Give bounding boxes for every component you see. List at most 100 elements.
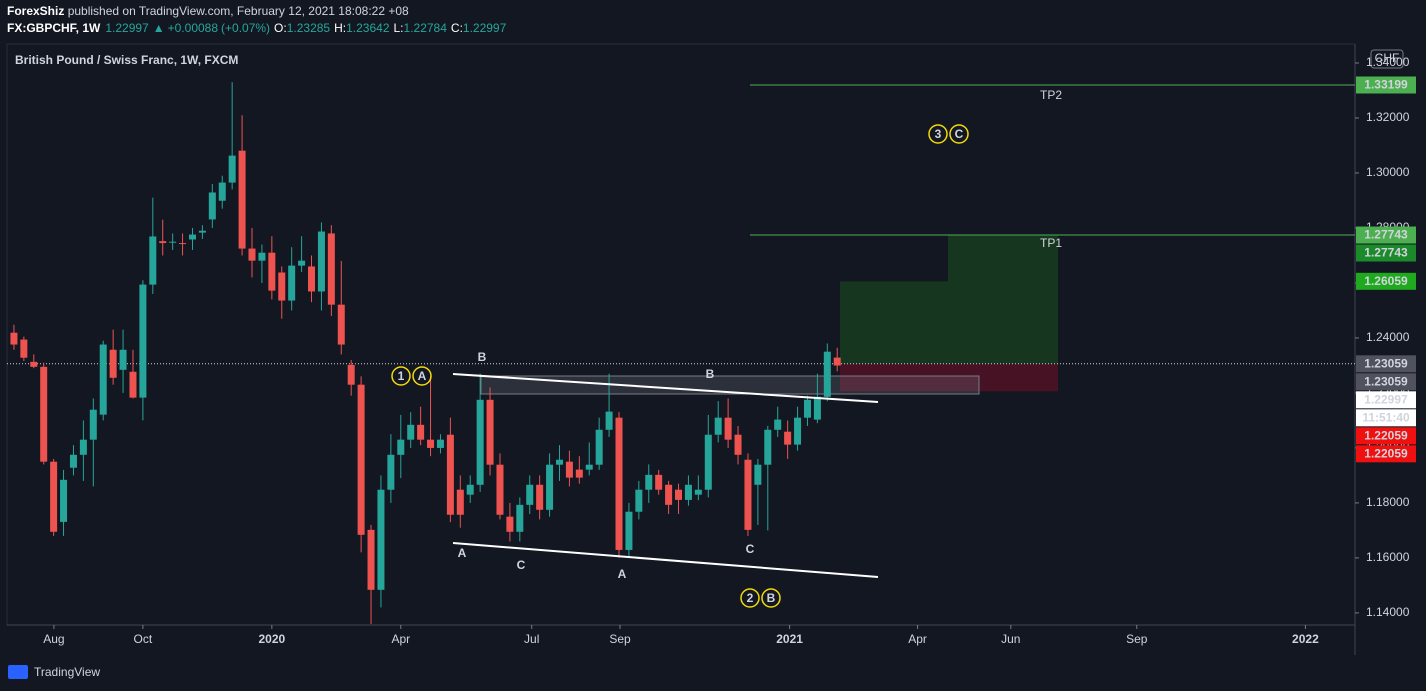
chart-title: British Pound / Swiss Franc, 1W, FXCM [15, 53, 238, 67]
candle-body [417, 424, 425, 440]
candle-body [476, 399, 484, 485]
wave-circle [740, 588, 760, 608]
candle-body [506, 516, 514, 532]
x-tick-label: Jun [1001, 632, 1020, 646]
wave-label-small: C [746, 542, 755, 556]
price-label-box [1356, 226, 1416, 244]
candle-body [377, 489, 385, 590]
candle-body [228, 155, 236, 183]
candle-body [496, 464, 504, 515]
candle-body [585, 464, 593, 470]
ohlc-label: H: [334, 21, 346, 35]
ohlc-value: 1.22997 [463, 21, 507, 35]
candle-body [179, 243, 187, 245]
candle-body [694, 489, 702, 495]
logo [8, 665, 28, 679]
candle-body [397, 439, 405, 455]
candle-body [129, 371, 137, 398]
last-price: 1.22997 [105, 21, 149, 35]
candle-body [675, 489, 683, 500]
candle-body [744, 459, 752, 530]
candle-body [288, 265, 296, 301]
x-tick-label: Jul [524, 632, 539, 646]
tp-label: TP1 [1040, 236, 1062, 250]
symbol: FX:GBPCHF, 1W [7, 21, 101, 35]
candle-body [833, 357, 841, 366]
candle-body [615, 417, 623, 550]
price-label-box [1356, 244, 1416, 262]
profit-zone [840, 235, 1058, 364]
currency-button[interactable] [1370, 49, 1404, 69]
candle-body [337, 304, 345, 345]
candle-body [794, 417, 802, 445]
wave-circle [928, 124, 948, 144]
tp-label: TP2 [1040, 88, 1062, 102]
candle-body [20, 339, 28, 358]
wave-label-small: A [458, 546, 467, 560]
candle-body [803, 399, 811, 418]
candle-body [526, 484, 534, 505]
candle-body [486, 399, 494, 465]
candle-body [278, 272, 286, 301]
footer: TradingView [8, 665, 100, 679]
y-tick-label: 1.18000 [1366, 495, 1410, 509]
candle-body [30, 361, 38, 367]
price-label-box [1356, 409, 1416, 427]
candle-body [10, 332, 18, 345]
candle-body [367, 529, 375, 590]
currency[interactable]: CHF [1375, 51, 1400, 65]
price-label-box [1356, 445, 1416, 463]
candle-body [347, 364, 355, 385]
candle-body [89, 409, 97, 440]
candle-body [208, 192, 216, 220]
candle-body [466, 484, 474, 495]
price-label-box [1356, 373, 1416, 391]
arrow: ▲ [153, 21, 165, 35]
candle-body [248, 248, 256, 261]
trend-line [452, 542, 879, 578]
candle-body [774, 419, 782, 430]
symbol-line: FX:GBPCHF, 1W 1.22997 ▲ +0.00088 (+0.07%) O:1… [7, 21, 507, 35]
x-tick-label: Apr [391, 632, 410, 646]
candle-body [238, 150, 246, 249]
candle-body [565, 461, 573, 478]
wave-label: 3 [935, 127, 942, 141]
candle-body [823, 351, 831, 397]
ohlc-value: 1.22784 [404, 21, 448, 35]
candle-body [268, 252, 276, 291]
candle-body [427, 439, 435, 448]
price-label-box [1356, 272, 1416, 290]
y-tick-label: 1.32000 [1366, 110, 1410, 124]
range-box [480, 375, 980, 395]
trend-line [452, 373, 879, 403]
price-label-box [1356, 391, 1416, 409]
y-tick-label: 1.24000 [1366, 330, 1410, 344]
candle-body [60, 479, 68, 522]
candle-body [456, 489, 464, 515]
candle-body [754, 464, 762, 485]
price-label-box [1356, 427, 1416, 445]
wave-label: 2 [747, 591, 754, 605]
candle-body [308, 266, 316, 292]
candle-body [436, 439, 444, 448]
candle-body [40, 366, 48, 462]
price-label: 1.22997 [1364, 392, 1408, 406]
price-label: 1.27743 [1364, 228, 1408, 242]
y-tick-label: 1.34000 [1366, 55, 1410, 69]
candle-body [218, 182, 226, 201]
candle-body [50, 461, 58, 532]
candle-body [407, 424, 415, 440]
candle-body [149, 236, 157, 285]
ohlc-label: L: [394, 21, 404, 35]
wave-label-small: A [618, 567, 627, 581]
candle-body [605, 411, 613, 430]
candle-body [575, 469, 583, 478]
candle-body [684, 484, 692, 500]
candle-body [784, 431, 792, 445]
candle-body [298, 260, 306, 266]
price-label: 1.22059 [1364, 446, 1408, 460]
price-label: 1.23059 [1364, 356, 1408, 370]
candle-body [119, 349, 127, 370]
wave-label-small: B [478, 350, 487, 364]
